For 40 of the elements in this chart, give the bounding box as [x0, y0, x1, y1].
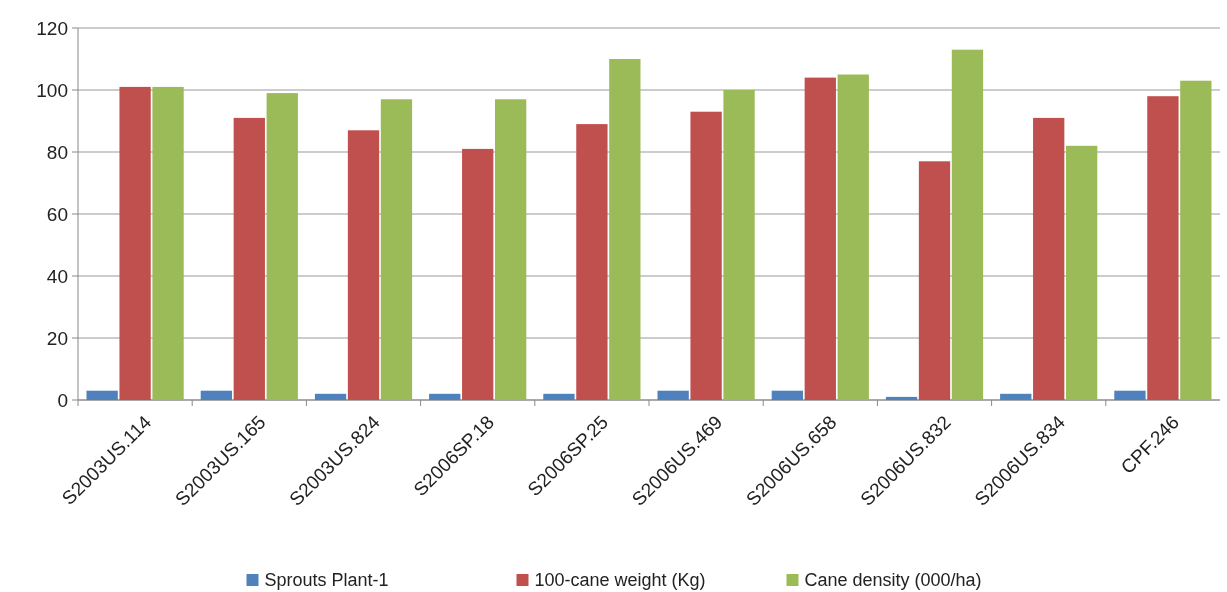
- bar: [657, 390, 689, 400]
- bar: [86, 390, 118, 400]
- bar: [1000, 393, 1032, 400]
- bar: [462, 148, 494, 400]
- legend-label: Sprouts Plant-1: [264, 570, 389, 590]
- bar: [380, 99, 413, 400]
- bar: [804, 77, 836, 400]
- bar: [951, 49, 984, 400]
- bar: [200, 390, 232, 400]
- bar: [1066, 145, 1098, 400]
- y-tick-label: 120: [36, 17, 68, 39]
- bar: [119, 86, 151, 400]
- bar: [495, 99, 527, 400]
- bar: [837, 74, 869, 400]
- bar: [771, 390, 803, 400]
- bar: [543, 393, 575, 400]
- bar: [1147, 96, 1179, 400]
- y-tick-label: 20: [46, 327, 68, 349]
- y-tick-label: 80: [46, 141, 68, 163]
- bar: [1114, 390, 1146, 400]
- bar: [1033, 117, 1065, 400]
- bar: [918, 161, 951, 400]
- y-tick-label: 100: [36, 79, 68, 101]
- bar: [576, 124, 608, 400]
- bar: [152, 86, 184, 400]
- bar: [690, 111, 722, 400]
- bar: [347, 130, 380, 400]
- y-tick-label: 40: [46, 265, 68, 287]
- legend-label: 100-cane weight (Kg): [534, 570, 706, 590]
- bar: [266, 93, 298, 400]
- bar: [314, 393, 347, 400]
- bar: [429, 393, 461, 400]
- y-tick-label: 0: [57, 389, 68, 411]
- bar: [885, 396, 918, 400]
- bar: [609, 59, 641, 400]
- bar: [1180, 80, 1212, 400]
- y-tick-label: 60: [46, 203, 68, 225]
- legend-label: Cane density (000/ha): [804, 570, 982, 590]
- bar: [233, 117, 265, 400]
- bar: [723, 90, 755, 400]
